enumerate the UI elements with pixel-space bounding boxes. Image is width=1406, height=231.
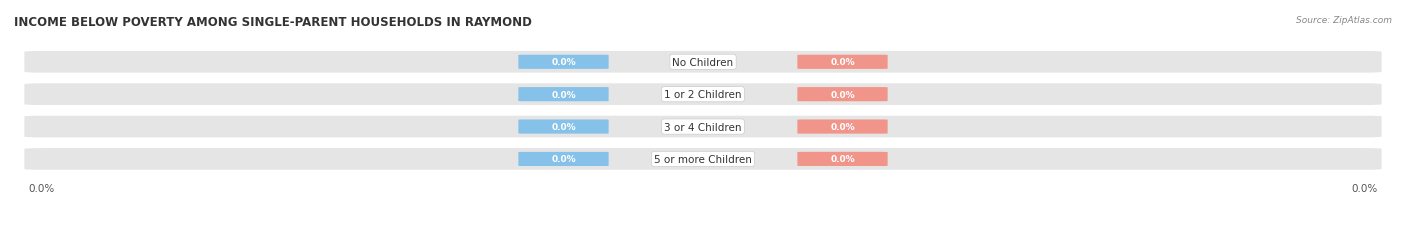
FancyBboxPatch shape <box>797 88 887 102</box>
FancyBboxPatch shape <box>24 116 1382 138</box>
Text: Source: ZipAtlas.com: Source: ZipAtlas.com <box>1296 16 1392 25</box>
Text: 0.0%: 0.0% <box>830 155 855 164</box>
FancyBboxPatch shape <box>24 84 1382 106</box>
Text: No Children: No Children <box>672 58 734 67</box>
Text: 0.0%: 0.0% <box>830 122 855 131</box>
Text: 0.0%: 0.0% <box>830 90 855 99</box>
Text: 1 or 2 Children: 1 or 2 Children <box>664 90 742 100</box>
Text: 5 or more Children: 5 or more Children <box>654 154 752 164</box>
FancyBboxPatch shape <box>797 55 887 70</box>
FancyBboxPatch shape <box>519 55 609 70</box>
FancyBboxPatch shape <box>519 120 609 134</box>
Text: 3 or 4 Children: 3 or 4 Children <box>664 122 742 132</box>
Text: 0.0%: 0.0% <box>551 90 576 99</box>
Text: INCOME BELOW POVERTY AMONG SINGLE-PARENT HOUSEHOLDS IN RAYMOND: INCOME BELOW POVERTY AMONG SINGLE-PARENT… <box>14 16 531 29</box>
FancyBboxPatch shape <box>24 149 1382 170</box>
Text: 0.0%: 0.0% <box>830 58 855 67</box>
FancyBboxPatch shape <box>519 88 609 102</box>
FancyBboxPatch shape <box>797 120 887 134</box>
FancyBboxPatch shape <box>519 152 609 166</box>
FancyBboxPatch shape <box>24 52 1382 73</box>
Text: 0.0%: 0.0% <box>551 58 576 67</box>
FancyBboxPatch shape <box>797 152 887 166</box>
Text: 0.0%: 0.0% <box>551 155 576 164</box>
Text: 0.0%: 0.0% <box>551 122 576 131</box>
